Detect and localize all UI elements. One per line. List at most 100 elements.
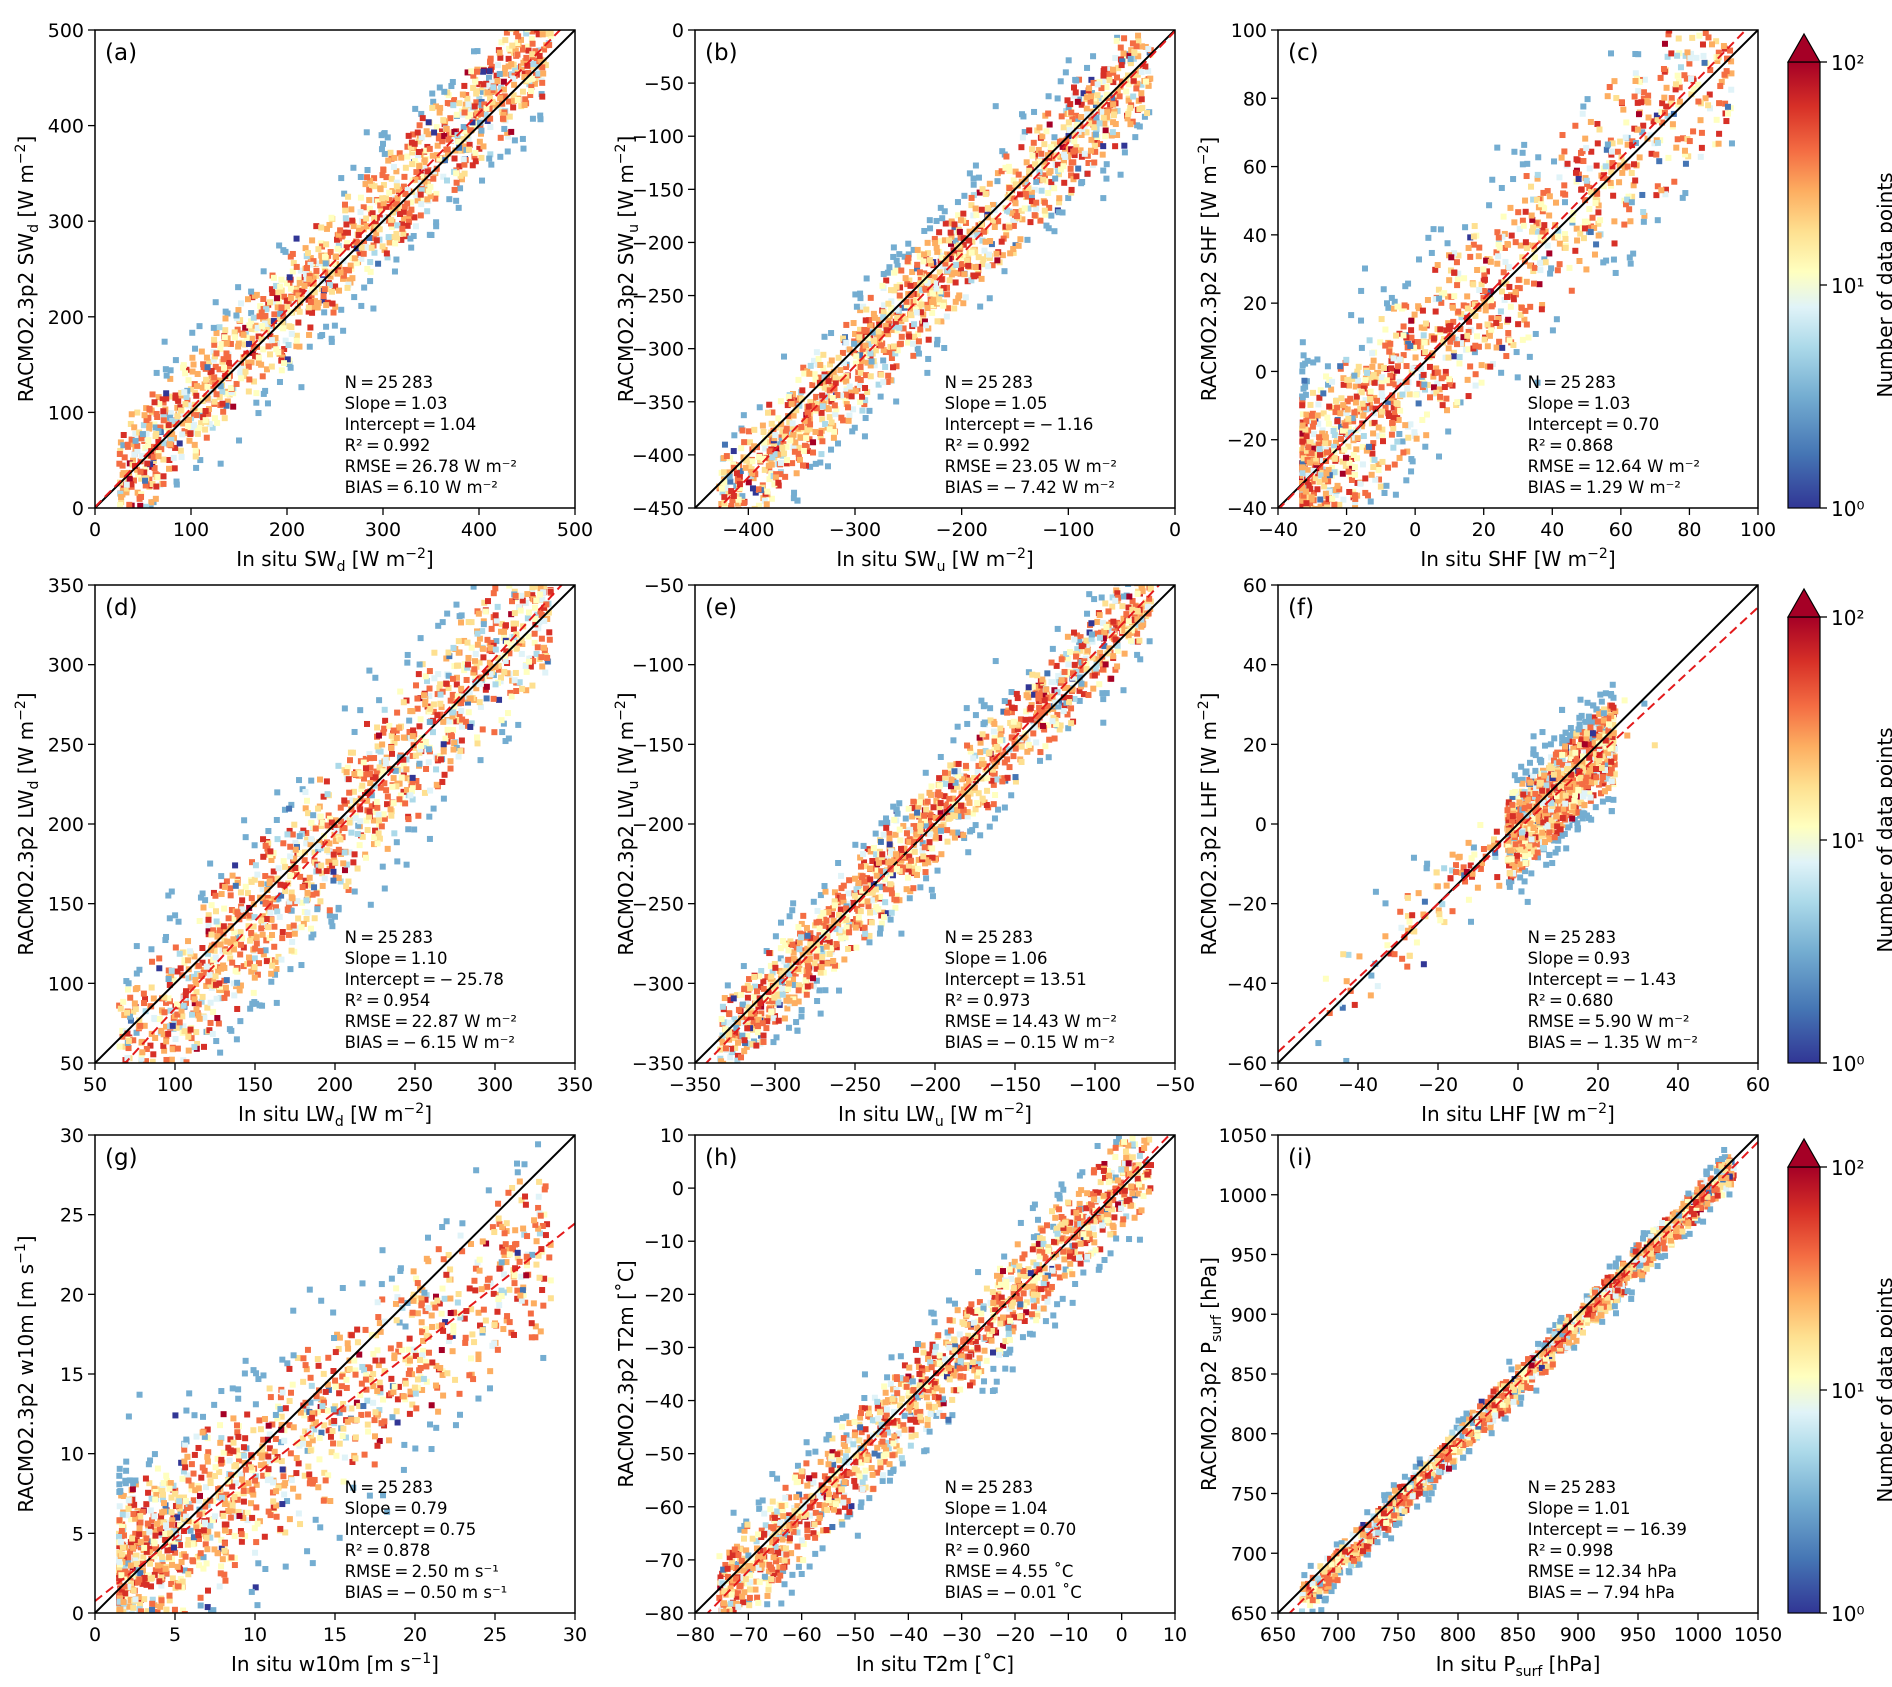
data-point [1628,169,1635,176]
data-point [1722,7,1728,13]
data-point [487,59,494,66]
data-point [426,685,433,692]
data-point [240,331,247,338]
data-point [231,929,238,936]
data-point [360,204,367,211]
y-tick-label: −100 [632,126,684,148]
data-point [260,268,267,275]
data-point [456,100,463,107]
data-point [287,295,294,302]
data-point [332,253,339,260]
data-point [501,70,508,77]
data-point [1433,389,1440,396]
data-point [1324,414,1331,421]
data-point [151,465,158,472]
data-point [430,175,437,182]
data-point [771,435,778,442]
data-point [813,349,820,356]
data-point [379,195,386,202]
data-point [211,415,218,422]
data-point [166,465,173,472]
data-point [1411,429,1418,436]
data-point [1488,303,1495,310]
data-point [1437,326,1444,333]
data-point [139,431,146,438]
data-point [1664,113,1671,120]
data-point [811,371,818,378]
data-point [1304,491,1311,498]
data-point [274,789,281,796]
data-point [1581,225,1588,232]
data-point [1045,110,1052,117]
data-point [1351,492,1358,499]
y-tick-label: 40 [1243,225,1267,247]
data-point [380,200,387,207]
data-point [225,359,232,366]
data-point [955,295,962,302]
data-point [1321,483,1328,490]
data-point [248,318,255,325]
data-point [132,437,139,444]
data-point [1629,142,1636,149]
data-point [896,341,903,348]
data-point [857,326,864,333]
data-point [994,257,1001,264]
data-point [474,740,481,747]
data-point [1408,468,1415,475]
data-point [979,186,986,193]
data-point [382,195,389,202]
data-point [1547,270,1554,277]
data-point [1114,34,1121,41]
data-point [231,334,238,341]
data-point [1379,426,1386,433]
data-point [769,454,776,461]
data-point [1094,92,1101,99]
data-point [453,197,460,204]
data-point [531,11,537,17]
data-point [503,576,509,582]
data-point [1538,306,1545,313]
data-point [130,457,137,464]
data-point [538,10,544,16]
data-point [1653,151,1660,158]
data-point [381,725,388,732]
data-point [213,908,220,915]
data-point [539,30,546,32]
data-point [1299,425,1306,432]
data-point [1643,97,1650,104]
data-point [537,56,544,63]
data-point [120,442,127,449]
data-point [249,340,256,347]
data-point [358,244,365,251]
data-point [525,76,532,83]
data-point [319,257,326,264]
data-point [1476,286,1483,293]
data-point [880,357,887,364]
data-point [1512,239,1519,246]
data-point [1308,494,1315,501]
data-point [1715,140,1722,147]
data-point [1074,98,1081,105]
data-point [1317,503,1324,508]
data-point [843,378,850,385]
data-point [1544,242,1551,249]
y-axis-label: RACMO2.3p2 SHF [W m−2] [1196,137,1221,401]
data-point [1682,151,1689,158]
data-point [206,358,213,365]
data-point [362,755,369,762]
data-point [355,227,362,234]
data-point [255,359,262,366]
data-point [505,133,512,140]
data-point [304,836,311,843]
data-point [1549,327,1556,334]
data-point [1725,110,1732,117]
data-point [1380,364,1387,371]
data-point [241,373,248,380]
data-point [867,362,874,369]
data-point [1507,204,1514,211]
data-point [1413,391,1420,398]
data-point [1309,423,1316,430]
data-point [800,364,807,371]
data-point [1118,21,1124,27]
data-point [1326,548,1332,554]
